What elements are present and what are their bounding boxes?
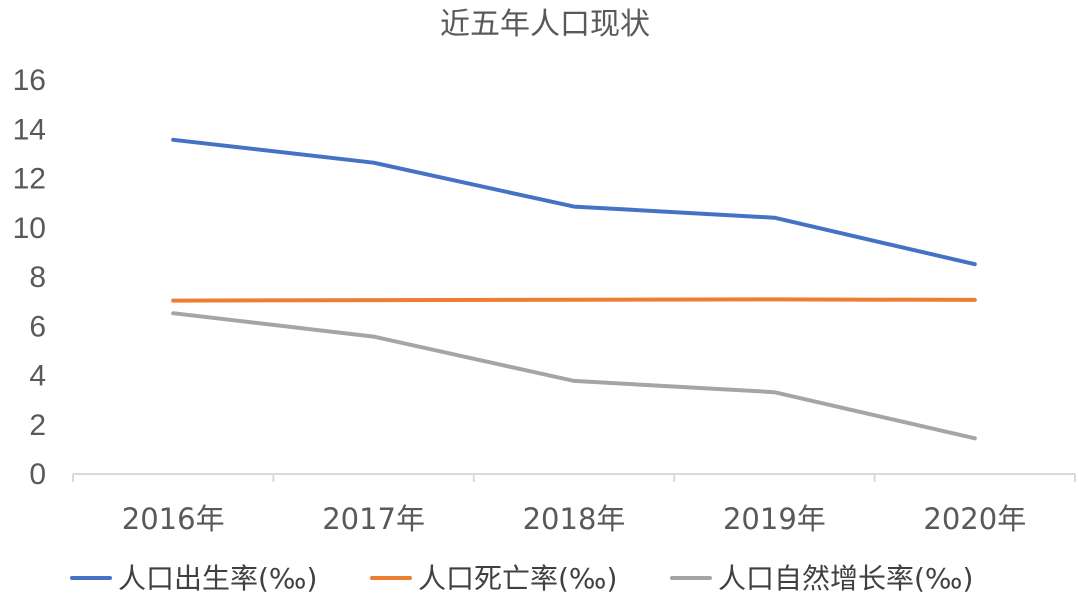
legend-label-2: 人口死亡率(‰) [418,562,617,595]
y-axis: 0 2 4 6 8 10 12 14 16 [13,64,46,491]
plot-area [171,137,977,441]
y-tick-label: 4 [29,360,46,393]
x-tick-marks [72,474,1076,482]
x-tick-label: 2018年 [523,502,626,536]
legend: 人口出生率(‰) 人口死亡率(‰) 人口自然增长率(‰) [70,562,973,595]
x-tick-label: 2020年 [923,502,1026,536]
series-line-1 [171,137,977,267]
y-tick-label: 6 [29,310,46,343]
y-tick-label: 2 [29,409,46,442]
y-tick-label: 0 [29,458,46,491]
series-line-3 [171,311,977,441]
legend-label-3: 人口自然增长率(‰) [718,562,973,595]
x-tick-label: 2019年 [723,502,826,536]
y-tick-label: 12 [13,163,46,196]
x-axis: 2016年 2017年 2018年 2019年 2020年 [122,502,1026,536]
x-tick-label: 2017年 [322,502,425,536]
x-tick-label: 2016年 [122,502,225,536]
y-tick-label: 16 [13,64,46,97]
chart-title: 近五年人口现状 [440,7,650,42]
y-tick-label: 14 [13,113,46,146]
y-tick-label: 10 [13,212,46,245]
legend-label-1: 人口出生率(‰) [118,562,317,595]
y-tick-label: 8 [29,261,46,294]
series-line-2 [171,297,977,303]
